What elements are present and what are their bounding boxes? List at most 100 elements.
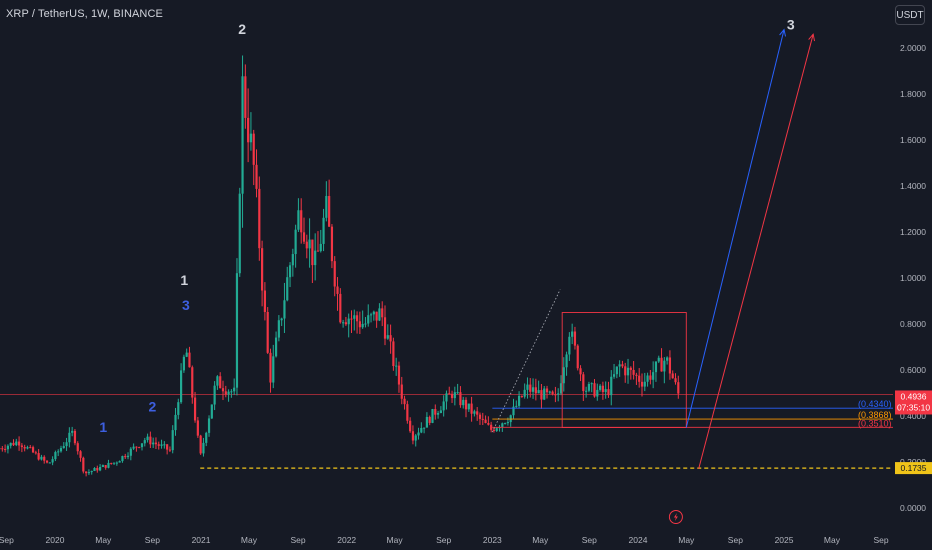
candle-body <box>196 420 199 436</box>
x-axis-label: Sep <box>0 535 14 545</box>
candle-body <box>93 467 96 471</box>
arrow-head <box>808 33 816 42</box>
candle-body <box>152 442 155 445</box>
candle-body <box>442 401 445 411</box>
candle-body <box>367 315 370 324</box>
y-axis-label: 0.4000 <box>900 411 926 421</box>
candle-body <box>582 374 585 392</box>
symbol-title[interactable]: XRP / TetherUS, 1W, BINANCE <box>6 8 163 20</box>
candle-body <box>515 405 518 407</box>
candle-body <box>300 210 303 233</box>
candle-body <box>339 293 342 323</box>
candle-body <box>68 432 71 443</box>
candle-body <box>115 462 118 464</box>
candle-body <box>649 375 652 380</box>
candle-body <box>79 451 82 458</box>
candle-body <box>308 239 311 249</box>
candle-body <box>163 444 166 446</box>
candle-body <box>411 431 415 441</box>
candle-body <box>478 414 482 419</box>
candle-body <box>400 384 403 399</box>
candle-body <box>185 352 188 357</box>
y-axis-label: 0.6000 <box>900 365 926 375</box>
candle-body <box>333 261 336 287</box>
arrow-head <box>779 28 786 37</box>
x-axis-label: Sep <box>436 535 451 545</box>
currency-button[interactable]: USDT <box>895 5 925 25</box>
candle-body <box>364 323 367 325</box>
candle-body <box>302 232 306 242</box>
candle-body <box>112 462 116 464</box>
candle-body <box>280 318 283 321</box>
candle-body <box>543 388 546 400</box>
candle-body <box>431 409 434 423</box>
candle-body <box>224 391 227 395</box>
x-axis-label: May <box>387 535 404 545</box>
candle-body <box>140 443 144 448</box>
candle-body <box>361 323 364 328</box>
x-axis-label: May <box>678 535 695 545</box>
candle-body <box>666 357 669 361</box>
candle-body <box>241 76 244 194</box>
candle-body <box>545 388 549 393</box>
candle-body <box>677 382 680 394</box>
wave-label: 3 <box>787 17 795 33</box>
candle-body <box>386 335 389 339</box>
candle-body <box>263 290 266 312</box>
x-axis-label: Sep <box>145 535 160 545</box>
candle-body <box>322 217 325 244</box>
candle-body <box>576 345 579 369</box>
candle-body <box>286 277 289 301</box>
candle-body <box>255 164 258 189</box>
candle-body <box>31 447 35 453</box>
dotted-projection-line <box>491 289 561 433</box>
wave-label: 3 <box>182 297 190 313</box>
candle-body <box>29 447 32 449</box>
candle-body <box>15 441 18 446</box>
candle-body <box>587 383 591 391</box>
candle-body <box>23 446 26 449</box>
candle-body <box>71 430 74 433</box>
candle-body <box>414 435 417 441</box>
candle-body <box>330 226 334 262</box>
candle-body <box>146 436 149 441</box>
x-axis-label: Sep <box>728 535 743 545</box>
candle-body <box>557 393 560 395</box>
candle-body <box>445 393 448 402</box>
candle-body <box>501 423 504 427</box>
x-axis-label: 2021 <box>192 535 211 545</box>
y-axis-label: 0.8000 <box>900 319 926 329</box>
candle-body <box>409 420 412 432</box>
candle-body <box>624 366 627 376</box>
x-axis-label: 2023 <box>483 535 502 545</box>
candle-body <box>579 368 582 375</box>
candle-body <box>621 364 624 367</box>
candle-body <box>596 389 599 397</box>
candle-body <box>646 375 649 382</box>
candle-body <box>154 442 158 445</box>
countdown-label: 07:35:10 <box>897 402 930 412</box>
level-label: (0.4340) <box>858 399 892 409</box>
candle-body <box>48 462 51 464</box>
candle-body <box>210 404 213 419</box>
candle-body <box>252 133 255 165</box>
candle-body <box>383 317 387 339</box>
x-axis-label: Sep <box>582 535 597 545</box>
candle-body <box>65 442 68 447</box>
y-axis-label: 1.8000 <box>900 89 926 99</box>
candle-body <box>436 412 440 415</box>
candle-body <box>378 308 381 321</box>
candle-body <box>487 423 490 425</box>
red-projection-arrow <box>698 34 814 470</box>
candle-body <box>45 460 49 463</box>
candle-body <box>199 435 202 454</box>
candle-body <box>311 239 314 266</box>
candle-body <box>397 365 401 385</box>
candle-body <box>425 416 429 428</box>
candle-body <box>202 442 205 454</box>
candle-body <box>124 456 127 458</box>
candle-body <box>205 432 208 443</box>
candle-body <box>375 311 378 321</box>
